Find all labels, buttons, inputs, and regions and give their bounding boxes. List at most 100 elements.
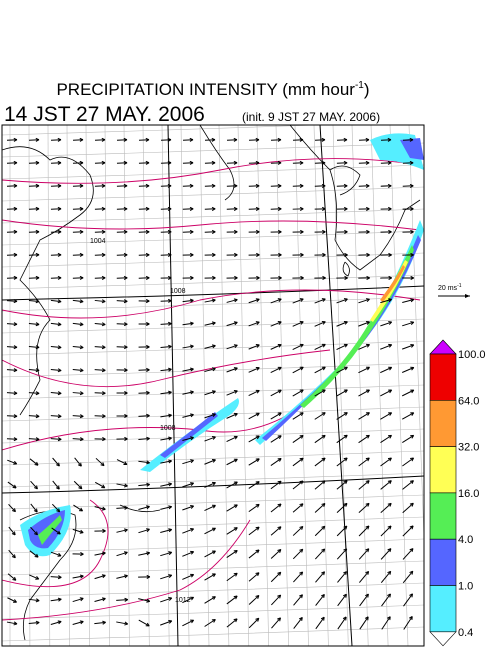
colorbar-segment (430, 354, 456, 400)
colorbar-segment (430, 400, 456, 446)
vector-scale-label: 20 ms-1 (438, 283, 462, 292)
colorbar-segment (430, 447, 456, 493)
wind-arrow (382, 617, 390, 630)
map-frame (2, 125, 424, 646)
wind-arrow (403, 571, 413, 583)
wind-arrow (227, 505, 238, 511)
wind-arrow (316, 594, 325, 605)
vector-scale: 20 ms-1 (438, 283, 470, 298)
wind-arrow (359, 458, 370, 466)
map-body: 1004 1008 1008 1012 (2, 121, 468, 646)
wind-arrow (337, 503, 347, 512)
wind-arrow (53, 458, 60, 466)
isobar-label: 1008 (170, 288, 186, 295)
lon-line (371, 125, 388, 646)
colorbar-under (430, 632, 456, 646)
lat-line (2, 561, 424, 575)
colorbar-label: 16.0 (458, 488, 479, 500)
wind-arrow (271, 436, 281, 443)
wind-arrow (360, 617, 368, 629)
wind-arrow (315, 481, 325, 489)
wind-arrow (315, 526, 325, 536)
wind-arrow (402, 413, 413, 419)
wind-arrow (359, 413, 370, 420)
wind-arrow (205, 574, 216, 580)
wind-arrow (31, 481, 38, 489)
isobar-label: 1012 (175, 597, 191, 604)
wind-arrow (227, 596, 237, 604)
wind-arrow (53, 481, 60, 489)
wind-arrow (381, 526, 391, 536)
isobar-label: 1008 (160, 425, 176, 432)
wind-arrow (293, 549, 302, 559)
colorbar-label: 100.0 (458, 349, 486, 361)
wind-arrow (315, 435, 325, 442)
wind-arrow (293, 504, 303, 513)
wind-arrow (293, 572, 302, 582)
lon-line (143, 125, 149, 646)
scale-exponent: -1 (457, 283, 462, 289)
wind-arrow (337, 549, 346, 559)
wind-arrow (380, 435, 391, 442)
wind-arrow (271, 618, 280, 628)
wind-arrow (249, 527, 259, 535)
lon-line (29, 125, 30, 646)
wind-arrow (9, 504, 16, 511)
colorbar-label: 4.0 (458, 534, 473, 546)
wind-arrow (359, 435, 370, 442)
colorbar-label: 0.4 (458, 627, 473, 639)
wind-arrow (315, 413, 326, 420)
domain-lines (2, 125, 424, 646)
wind-arrow (316, 617, 324, 629)
wind-arrow (359, 526, 369, 536)
wind-arrow (359, 571, 368, 582)
lon-line (295, 125, 309, 646)
wind-arrow (75, 458, 82, 466)
wind-arrow (315, 504, 325, 513)
wind-arrow (293, 526, 303, 535)
colorbar-label: 64.0 (458, 395, 479, 407)
wind-arrow (338, 594, 347, 606)
valid-time: 14 JST 27 MAY. 2006 (4, 103, 205, 126)
lon-line (257, 125, 269, 646)
wind-arrow (294, 617, 303, 628)
wind-arrow (402, 458, 413, 466)
lat-line (2, 451, 424, 465)
wind-arrow (205, 619, 216, 626)
lon-line (200, 125, 209, 646)
wind-arrow (359, 549, 369, 560)
wind-arrow (403, 503, 414, 512)
lon-line (67, 125, 70, 646)
wind-arrow (382, 594, 391, 606)
colorbar: 100.0 64.0 32.0 16.0 4.0 1.0 0.4 (430, 340, 486, 646)
colorbar-label: 1.0 (458, 581, 473, 593)
vector-scale-head (465, 294, 470, 298)
wind-arrow (359, 481, 369, 490)
lon-line (162, 125, 169, 646)
lon-line (181, 125, 189, 646)
lat-line (2, 187, 424, 201)
wind-arrow (271, 550, 281, 559)
title-end: ) (364, 80, 370, 99)
wind-arrow (381, 503, 391, 512)
map-title: PRECIPITATION INTENSITY (mm hour-1) (56, 80, 369, 99)
lat-line (2, 627, 424, 641)
wind-arrow (205, 597, 216, 604)
lon-line (333, 125, 348, 646)
wind-arrow (402, 435, 413, 442)
wind-arrow (249, 595, 259, 604)
wind-arrow (337, 572, 346, 583)
init-time: (init. 9 JST 27 MAY. 2006) (242, 110, 380, 124)
wind-arrow (9, 550, 16, 558)
wind-arrow (271, 595, 280, 605)
wind-arrow (381, 549, 391, 560)
colorbar-label: 32.0 (458, 442, 479, 454)
wind-arrow (227, 550, 238, 557)
wind-arrow (380, 413, 391, 420)
wind-arrow (338, 617, 346, 629)
wind-arrow (249, 504, 259, 511)
lat-line (2, 605, 424, 619)
lon-line (276, 125, 289, 646)
lon-line (352, 125, 368, 646)
